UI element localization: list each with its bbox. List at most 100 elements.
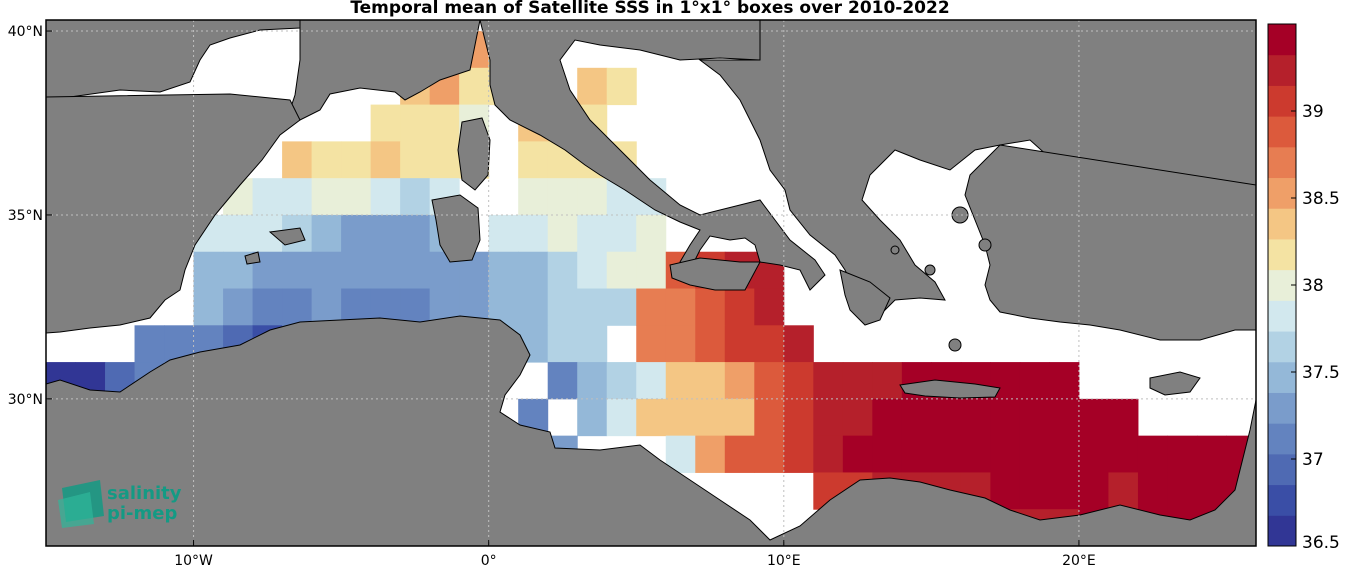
sss-cell xyxy=(842,398,873,437)
sss-cell xyxy=(960,435,991,473)
sss-cell xyxy=(665,288,696,326)
sss-cell xyxy=(1137,472,1168,510)
y-tick-label: 40°N xyxy=(8,24,43,40)
land-crete xyxy=(899,379,1001,399)
x-tick-label: 0° xyxy=(481,553,497,568)
sss-cell xyxy=(400,214,431,253)
sss-cell xyxy=(518,251,549,290)
land-spain-east xyxy=(46,93,301,334)
sss-cell xyxy=(724,288,755,326)
colorbar-tick-label: 39 xyxy=(1302,102,1324,122)
sss-cell xyxy=(754,325,785,363)
sss-cell xyxy=(193,288,224,326)
colorbar-segment xyxy=(1268,331,1296,363)
sss-cell xyxy=(400,104,431,142)
sss-cell xyxy=(252,288,283,326)
land-mask xyxy=(46,20,1256,546)
colorbar-segment xyxy=(1268,361,1296,393)
x-tick-label: 10°E xyxy=(767,553,801,568)
sss-cell xyxy=(636,362,667,400)
sss-cell xyxy=(665,362,696,400)
sss-cell xyxy=(1108,398,1139,437)
sss-cell xyxy=(783,362,814,400)
colorbar-segment xyxy=(1268,392,1296,424)
sss-cell xyxy=(636,214,667,253)
sss-cell xyxy=(636,325,667,363)
colorbar-segment xyxy=(1268,208,1296,240)
land-island xyxy=(951,206,969,224)
sss-cell xyxy=(754,398,785,437)
sss-cell xyxy=(872,362,903,400)
sss-cell xyxy=(1019,435,1050,473)
sss-cell xyxy=(577,178,608,216)
sss-cell xyxy=(636,398,667,437)
land-island xyxy=(924,264,936,276)
sss-cell xyxy=(636,288,667,326)
colorbar-segment xyxy=(1268,177,1296,209)
sss-cell xyxy=(754,288,785,326)
sss-cell xyxy=(459,67,490,106)
sss-cell xyxy=(724,325,755,363)
colorbar-segment xyxy=(1268,116,1296,148)
sss-cell xyxy=(400,288,431,326)
sss-cell xyxy=(370,251,401,290)
land-island xyxy=(978,238,992,252)
colorbar-segment xyxy=(1268,300,1296,332)
sss-cell xyxy=(282,178,313,216)
sss-cell xyxy=(577,67,608,106)
sss-cell xyxy=(1019,472,1050,510)
sss-cell xyxy=(547,325,578,363)
x-tick-label: 10°W xyxy=(174,553,213,568)
sss-cell xyxy=(606,288,637,326)
sss-cell xyxy=(606,398,637,437)
sss-cell xyxy=(311,214,342,253)
sss-cell xyxy=(223,288,254,326)
sss-cell xyxy=(577,288,608,326)
colorbar-segment xyxy=(1268,238,1296,271)
y-tick-label: 35°N xyxy=(8,208,43,224)
sss-cell xyxy=(960,398,991,437)
sss-cell xyxy=(724,435,755,473)
sss-cell xyxy=(547,288,578,326)
chart-title: Temporal mean of Satellite SSS in 1°x1° … xyxy=(350,0,950,18)
colorbar-segment xyxy=(1268,423,1296,455)
sss-cell xyxy=(931,398,962,437)
colorbar xyxy=(1267,23,1297,547)
sss-cell xyxy=(547,214,578,253)
sss-cell xyxy=(813,435,844,473)
sss-cell xyxy=(547,251,578,290)
sss-cell xyxy=(341,178,372,216)
land-sardinia xyxy=(431,194,481,263)
sss-cell xyxy=(1019,362,1050,400)
land-north-africa xyxy=(46,315,1256,546)
colorbar-tick-label: 36.5 xyxy=(1302,533,1340,553)
sss-cell xyxy=(134,325,165,363)
sss-cell xyxy=(1019,398,1050,437)
sss-cell xyxy=(547,362,578,400)
sss-cell xyxy=(813,362,844,400)
sss-cell xyxy=(1049,472,1080,510)
sss-cell xyxy=(990,398,1021,437)
sss-cell xyxy=(370,214,401,253)
sss-cell xyxy=(724,362,755,400)
sss-cell xyxy=(400,141,431,179)
sss-cell xyxy=(518,214,549,253)
sss-cell xyxy=(901,398,932,437)
sss-cell xyxy=(931,435,962,473)
sss-cell xyxy=(311,178,342,216)
sss-cell xyxy=(1196,435,1227,473)
sss-cell xyxy=(282,141,313,179)
colorbar-segment xyxy=(1268,146,1296,179)
colorbar-ticks: 36.5 37 37.5 38 38.5 39 xyxy=(1291,102,1340,553)
land-balearics xyxy=(244,227,306,265)
sss-cell xyxy=(1078,398,1109,437)
logo-mark xyxy=(58,492,94,528)
sss-cell xyxy=(311,288,342,326)
land-anatolia xyxy=(964,144,1256,341)
sss-cell xyxy=(341,141,372,179)
sss-cell xyxy=(842,362,873,400)
y-axis-ticks: 40°N 35°N 30°N xyxy=(8,24,52,408)
sss-cell xyxy=(341,214,372,253)
sss-cell xyxy=(193,251,224,290)
